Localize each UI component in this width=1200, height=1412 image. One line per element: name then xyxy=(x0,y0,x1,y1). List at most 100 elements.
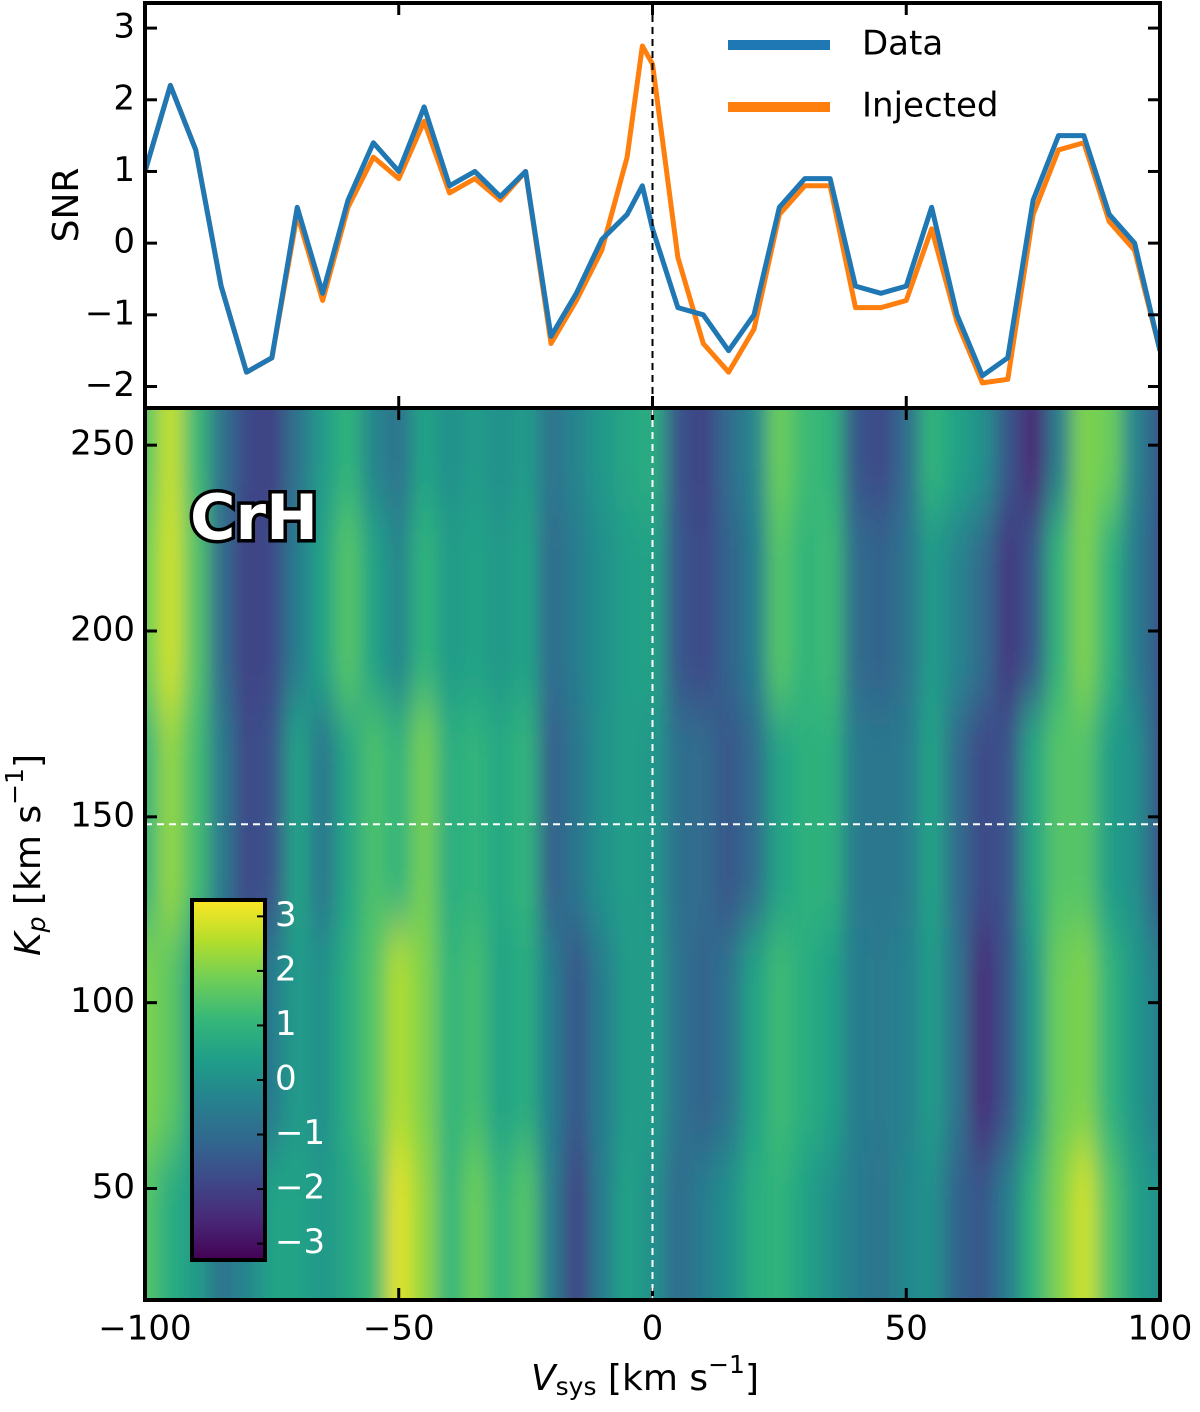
heat-cell xyxy=(944,510,971,706)
heat-cell xyxy=(436,408,463,511)
heat-cell xyxy=(335,1151,362,1300)
heat-cell xyxy=(1121,928,1148,1152)
heat-cell xyxy=(741,408,768,511)
heat-cell xyxy=(792,408,818,511)
heat-cell xyxy=(512,928,539,1152)
heat-cell xyxy=(614,1151,641,1300)
heat-cell xyxy=(233,705,260,929)
colorbar-tick-label: −1 xyxy=(275,1113,325,1153)
heat-cell xyxy=(1096,408,1123,511)
heat-cell xyxy=(893,408,920,511)
heat-cell xyxy=(411,1151,438,1300)
line-area xyxy=(145,43,1160,386)
heat-cell xyxy=(969,510,996,706)
heat-cell xyxy=(386,705,412,929)
heat-cell xyxy=(1020,510,1047,706)
heat-cell xyxy=(1121,705,1148,929)
heat-cell xyxy=(538,510,565,706)
heat-cell xyxy=(995,1151,1021,1300)
heat-cell xyxy=(360,705,387,929)
heat-cell xyxy=(792,510,818,706)
heat-cell xyxy=(969,705,996,929)
x-tick-label: −100 xyxy=(98,1309,191,1349)
y-label-part: K xyxy=(8,930,49,956)
heat-cell xyxy=(487,1151,514,1300)
y-label-part: ] xyxy=(8,754,49,768)
heat-cell xyxy=(386,408,412,511)
heat-cell xyxy=(360,408,387,511)
y-tick-label: 150 xyxy=(70,795,135,835)
heat-cell xyxy=(1147,510,1160,706)
heat-cell xyxy=(360,1151,387,1300)
y-label-part: −1 xyxy=(0,768,29,805)
heat-cell xyxy=(1096,705,1123,929)
heat-cell xyxy=(741,928,768,1152)
heat-cell xyxy=(208,408,235,511)
heat-cell xyxy=(538,928,565,1152)
heat-cell xyxy=(715,1151,742,1300)
heat-cell xyxy=(563,705,590,929)
heat-cell xyxy=(487,928,514,1152)
heat-cell xyxy=(183,408,209,511)
heat-cell xyxy=(944,1151,971,1300)
y-axis-label: Kp [km s−1] xyxy=(0,754,51,956)
heat-cell xyxy=(868,510,895,706)
heat-cell xyxy=(589,408,615,511)
heat-cell xyxy=(842,928,869,1152)
heat-cell xyxy=(259,408,286,511)
heat-cell xyxy=(386,928,412,1152)
heat-cell xyxy=(893,510,920,706)
heat-cell xyxy=(335,510,362,706)
heat-cell xyxy=(233,408,260,511)
heat-cell xyxy=(1045,705,1072,929)
heat-cell xyxy=(715,928,742,1152)
heat-cell xyxy=(969,1151,996,1300)
heat-cell xyxy=(145,928,159,1152)
heat-cell xyxy=(868,1151,895,1300)
heat-cell xyxy=(386,510,412,706)
heat-cell xyxy=(868,705,895,929)
heat-cell xyxy=(157,705,184,929)
heat-cell xyxy=(259,705,286,929)
heat-cell xyxy=(1020,705,1047,929)
heat-cell xyxy=(766,1151,793,1300)
heat-cell xyxy=(995,510,1021,706)
heat-cell xyxy=(665,408,692,511)
heat-cell xyxy=(792,928,818,1152)
heat-cell xyxy=(893,1151,920,1300)
heat-cell xyxy=(309,928,336,1152)
heat-cell xyxy=(715,408,742,511)
heat-cell xyxy=(563,928,590,1152)
heat-cell xyxy=(284,705,311,929)
heat-cell xyxy=(690,408,717,511)
heat-cell xyxy=(995,408,1021,511)
colorbar xyxy=(190,898,267,1262)
x-tick-label: 100 xyxy=(1128,1309,1193,1349)
heat-cell xyxy=(335,705,362,929)
heat-cell xyxy=(183,510,209,706)
heat-cell xyxy=(462,408,489,511)
heat-cell xyxy=(436,928,463,1152)
x-tick-label: 50 xyxy=(885,1309,928,1349)
heat-cell xyxy=(487,705,514,929)
heat-cell xyxy=(563,510,590,706)
heat-cell xyxy=(411,705,438,929)
y-tick-label: −1 xyxy=(85,293,135,333)
heat-cell xyxy=(1020,928,1047,1152)
y-tick-label: 50 xyxy=(92,1167,135,1207)
heat-cell xyxy=(690,510,717,706)
x-label-part: ] xyxy=(745,1358,759,1399)
heat-cell xyxy=(817,705,844,929)
heat-cell xyxy=(563,1151,590,1300)
heat-cell xyxy=(766,928,793,1152)
heat-cell xyxy=(309,510,336,706)
heat-cell xyxy=(589,705,615,929)
heat-cell xyxy=(766,510,793,706)
species-label: CrH xyxy=(190,481,318,554)
heat-cell xyxy=(792,1151,818,1300)
heat-cell xyxy=(842,510,869,706)
heat-cell xyxy=(1071,705,1098,929)
heat-cell xyxy=(487,408,514,511)
heat-cell xyxy=(1045,408,1072,511)
